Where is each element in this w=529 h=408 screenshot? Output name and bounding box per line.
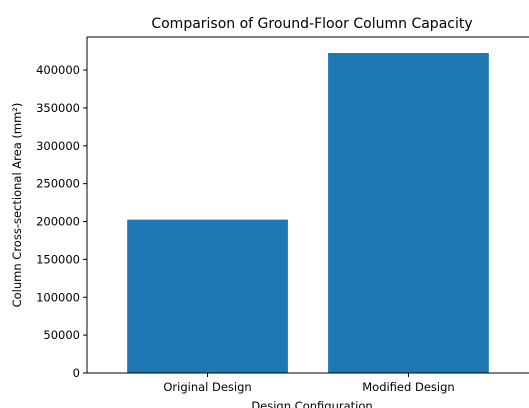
y-tick-label: 150000 [36, 252, 80, 266]
y-tick-label: 400000 [36, 63, 80, 77]
y-tick-label: 350000 [36, 101, 80, 115]
bar-modified-design [328, 53, 489, 373]
y-axis-label: Column Cross-sectional Area (mm²) [10, 103, 24, 308]
chart-title: Comparison of Ground-Floor Column Capaci… [151, 16, 472, 32]
y-tick-label: 50000 [43, 328, 80, 342]
y-tick-label: 100000 [36, 290, 80, 304]
x-tick-label: Modified Design [362, 380, 454, 394]
x-tick-label: Original Design [163, 380, 251, 394]
plot-area: 0 50000 100000 150000 200000 250000 300000 3500… [36, 36, 529, 394]
y-tick-label: 0 [73, 366, 80, 380]
y-tick-label: 300000 [36, 139, 80, 153]
y-tick-label: 200000 [36, 215, 80, 229]
bar-original-design [127, 219, 288, 373]
x-axis-label: Design Configuration [251, 399, 372, 408]
y-tick-label: 250000 [36, 177, 80, 191]
